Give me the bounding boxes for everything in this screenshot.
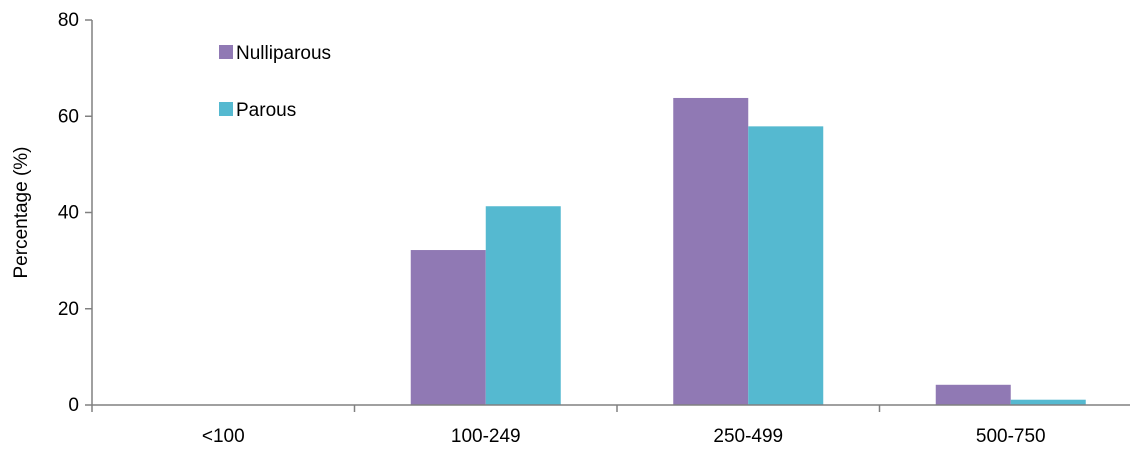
y-tick-label: 80 xyxy=(58,10,79,31)
x-tick-label: <100 xyxy=(202,426,245,447)
bar-nulliparous-3 xyxy=(935,384,1011,405)
y-tick-label: 20 xyxy=(58,299,79,320)
x-tick-label: 250-499 xyxy=(713,426,783,447)
legend-swatch-parous xyxy=(219,102,233,116)
y-tick-label: 0 xyxy=(68,395,79,416)
x-ticks: <100 100-249 250-499 500-750 xyxy=(91,405,1046,447)
y-axis-title: Percentage (%) xyxy=(11,146,32,278)
y-tick-label: 40 xyxy=(58,203,79,224)
legend-swatch-nulliparous xyxy=(219,45,233,59)
legend-label-nulliparous: Nulliparous xyxy=(236,43,331,64)
x-tick-label: 100-249 xyxy=(451,426,521,447)
bar-parous-1 xyxy=(485,206,561,405)
legend-label-parous: Parous xyxy=(236,100,296,121)
legend: Nulliparous Parous xyxy=(219,43,331,121)
bars-layer xyxy=(410,97,1086,406)
bar-parous-2 xyxy=(748,126,824,405)
axes-layer xyxy=(91,20,1130,406)
x-tick-label: 500-750 xyxy=(976,426,1046,447)
bar-nulliparous-2 xyxy=(673,97,749,406)
y-tick-label: 60 xyxy=(58,106,79,127)
y-ticks: 0 20 40 60 80 xyxy=(58,10,92,416)
bar-parous-3 xyxy=(1010,399,1086,405)
bar-nulliparous-1 xyxy=(410,250,486,405)
